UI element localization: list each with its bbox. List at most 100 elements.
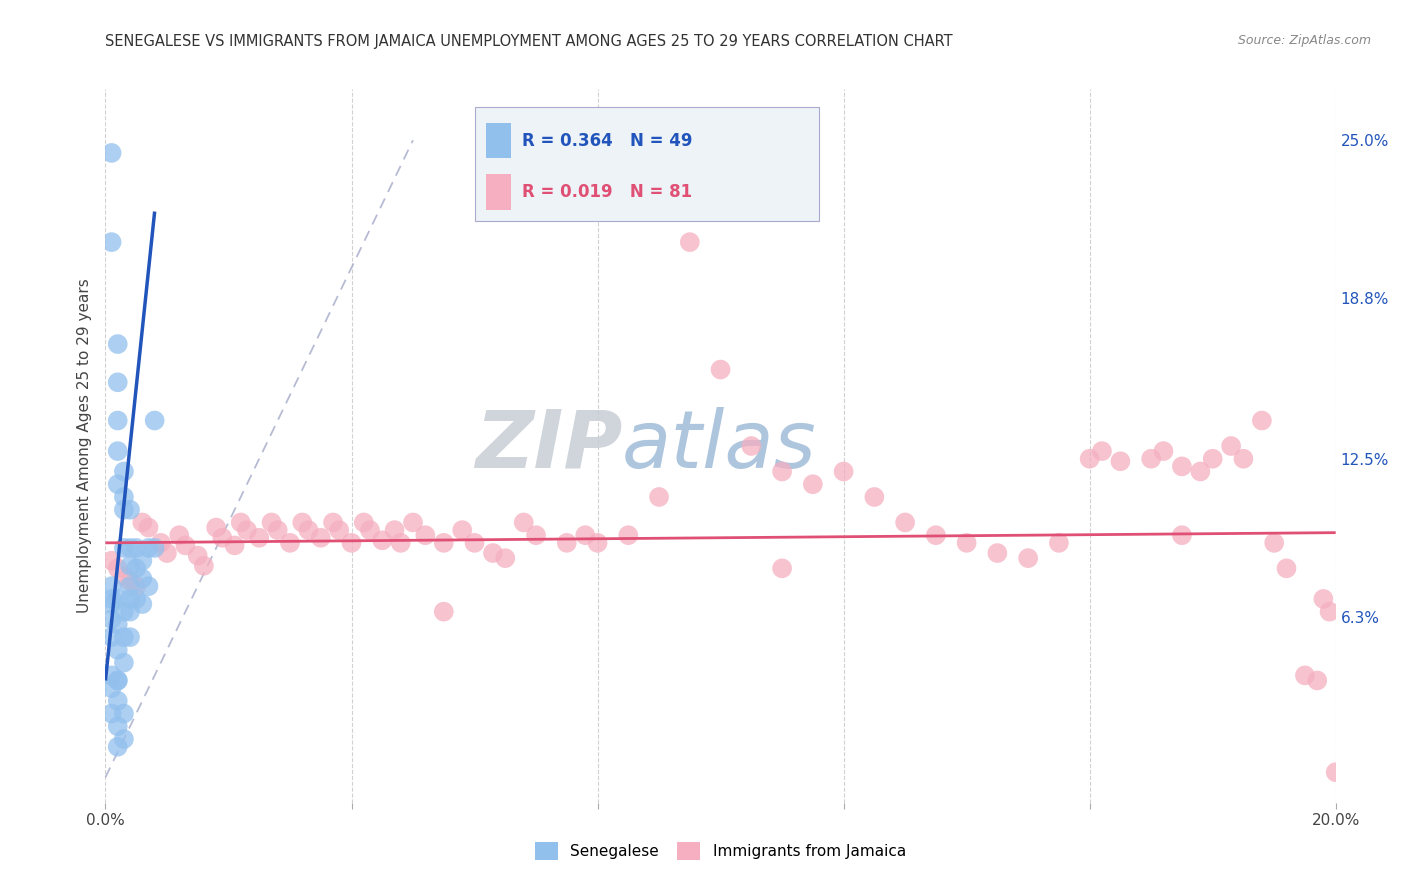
Point: [193, 558, 215, 573]
Point: [120, 591, 141, 606]
Point: [1201, 451, 1223, 466]
Point: [328, 523, 350, 537]
Point: [1171, 528, 1194, 542]
Text: atlas: atlas: [621, 407, 817, 485]
Point: [359, 523, 381, 537]
Point: [187, 549, 209, 563]
Point: [679, 235, 702, 249]
Point: [247, 531, 270, 545]
Point: [513, 516, 536, 530]
Point: [100, 591, 122, 606]
Text: Source: ZipAtlas.com: Source: ZipAtlas.com: [1237, 34, 1371, 47]
Point: [120, 541, 141, 555]
Text: SENEGALESE VS IMMIGRANTS FROM JAMAICA UNEMPLOYMENT AMONG AGES 25 TO 29 YEARS COR: SENEGALESE VS IMMIGRANTS FROM JAMAICA UN…: [105, 34, 953, 49]
Point: [131, 554, 153, 568]
Point: [211, 531, 233, 545]
Point: [112, 706, 135, 721]
Point: [125, 591, 148, 606]
Point: [174, 538, 197, 552]
Point: [710, 362, 733, 376]
Point: [107, 444, 129, 458]
Point: [1171, 459, 1194, 474]
Point: [353, 516, 375, 530]
Point: [125, 541, 148, 555]
Point: [1251, 413, 1274, 427]
Point: [100, 554, 122, 568]
Point: [1189, 465, 1212, 479]
Point: [267, 523, 290, 537]
Point: [1294, 668, 1316, 682]
Point: [100, 145, 122, 160]
Point: [107, 673, 129, 688]
Point: [125, 561, 148, 575]
Point: [340, 536, 363, 550]
Point: [143, 541, 166, 555]
Point: [112, 630, 135, 644]
Point: [236, 523, 259, 537]
Point: [1140, 451, 1163, 466]
Point: [100, 235, 122, 249]
Point: [309, 531, 332, 545]
Point: [138, 541, 160, 555]
Point: [648, 490, 671, 504]
Point: [415, 528, 437, 542]
Point: [205, 520, 228, 534]
Point: [100, 612, 122, 626]
Point: [740, 439, 762, 453]
Point: [156, 546, 179, 560]
Point: [464, 536, 486, 550]
Point: [524, 528, 547, 542]
Point: [389, 536, 412, 550]
Point: [120, 574, 141, 588]
Point: [1220, 439, 1243, 453]
Point: [131, 597, 153, 611]
Point: [482, 546, 505, 560]
Point: [1017, 551, 1039, 566]
Point: [120, 605, 141, 619]
Text: R = 0.019   N = 81: R = 0.019 N = 81: [523, 183, 692, 201]
Point: [112, 605, 135, 619]
Point: [894, 516, 917, 530]
Point: [1078, 451, 1101, 466]
Point: [120, 579, 141, 593]
Point: [169, 528, 191, 542]
Point: [138, 579, 160, 593]
Point: [224, 538, 246, 552]
Point: [574, 528, 596, 542]
Point: [120, 630, 141, 644]
Point: [1232, 451, 1254, 466]
Point: [956, 536, 979, 550]
Point: [371, 533, 394, 548]
Point: [986, 546, 1008, 560]
Legend: Senegalese, Immigrants from Jamaica: Senegalese, Immigrants from Jamaica: [529, 836, 912, 866]
Point: [149, 536, 172, 550]
Point: [112, 656, 135, 670]
Point: [112, 541, 135, 555]
Point: [278, 536, 301, 550]
Point: [112, 569, 135, 583]
Y-axis label: Unemployment Among Ages 25 to 29 years: Unemployment Among Ages 25 to 29 years: [76, 278, 91, 614]
Point: [1275, 561, 1298, 575]
Point: [832, 465, 855, 479]
Point: [1153, 444, 1175, 458]
Point: [229, 516, 252, 530]
Point: [107, 337, 129, 351]
Point: [125, 579, 148, 593]
Point: [107, 643, 129, 657]
Point: [1047, 536, 1070, 550]
Point: [801, 477, 824, 491]
Point: [1263, 536, 1285, 550]
Point: [131, 572, 153, 586]
Point: [451, 523, 474, 537]
Point: [770, 561, 793, 575]
Point: [100, 630, 122, 644]
Point: [112, 502, 135, 516]
Point: [322, 516, 344, 530]
Point: [291, 516, 314, 530]
Point: [138, 520, 160, 534]
Point: [770, 465, 793, 479]
Point: [107, 413, 129, 427]
Point: [120, 502, 141, 516]
Point: [100, 597, 122, 611]
Point: [433, 536, 456, 550]
